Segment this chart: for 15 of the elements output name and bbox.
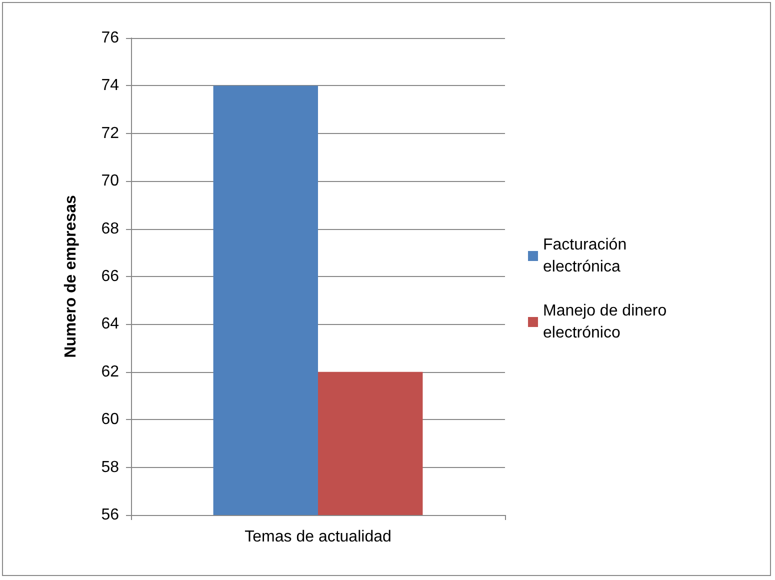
y-tick-label: 64 xyxy=(101,316,120,333)
y-tick-label: 66 xyxy=(101,268,120,285)
y-tick-label: 56 xyxy=(101,506,120,524)
y-tick-label: 60 xyxy=(101,411,120,428)
y-tick-label: 58 xyxy=(101,458,120,476)
y-tick-label: 70 xyxy=(101,172,120,190)
y-tick-label: 72 xyxy=(101,124,120,142)
legend-label: Facturación electrónica xyxy=(543,236,632,276)
x-tick-label: Temas de actualidad xyxy=(244,528,392,546)
y-tick-label: 68 xyxy=(101,220,120,238)
y-tick-label: 62 xyxy=(101,363,120,380)
y-tick-label: 76 xyxy=(101,30,120,46)
y-tick-label: 74 xyxy=(101,77,120,94)
legend-label: Manejo de dinero electrónico xyxy=(543,302,672,342)
y-axis-title: Numero de empresas xyxy=(62,195,80,358)
